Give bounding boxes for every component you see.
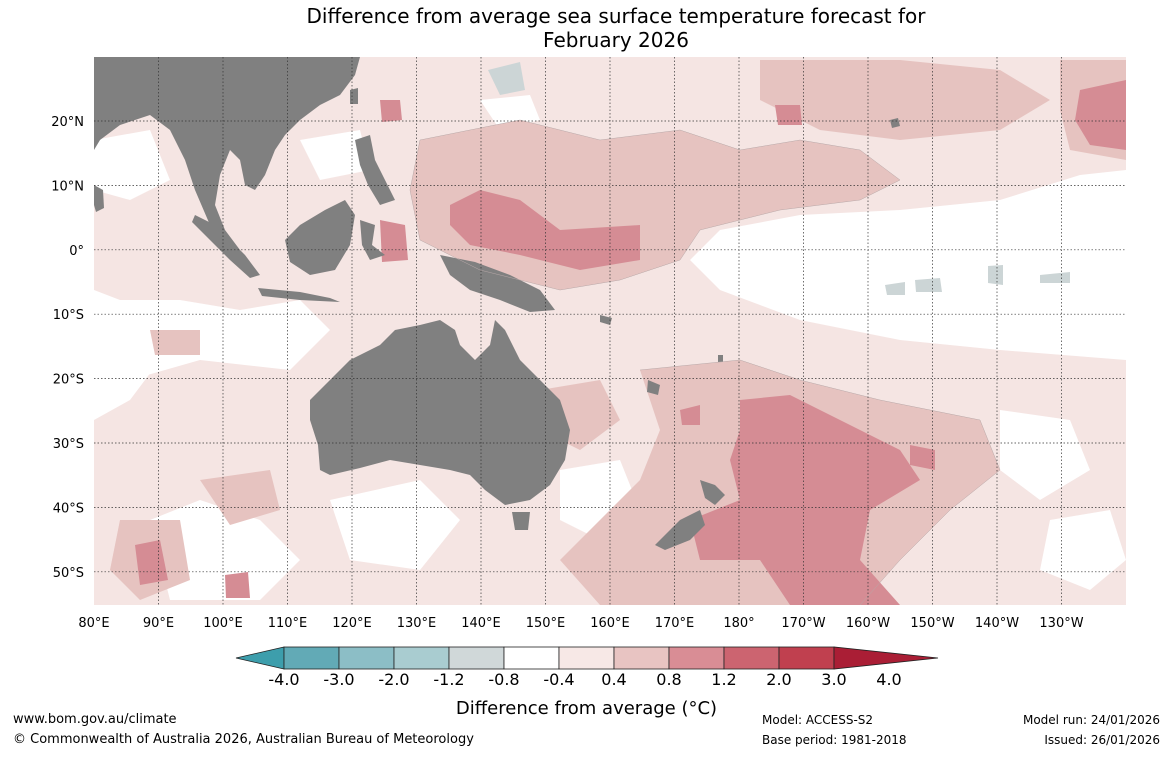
anomaly-band-negative bbox=[488, 62, 1070, 295]
lon-label: 160°W bbox=[846, 616, 890, 631]
colorbar-swatch bbox=[558, 646, 615, 670]
lat-label: 30°S bbox=[53, 437, 84, 452]
lon-label: 180° bbox=[723, 616, 754, 631]
colorbar bbox=[235, 646, 939, 670]
title-line-1: Difference from average sea surface temp… bbox=[306, 4, 926, 28]
colorbar-tick-label: -1.2 bbox=[433, 670, 465, 689]
lon-label: 120°E bbox=[332, 616, 372, 631]
gridlines bbox=[94, 57, 1126, 605]
colorbar-swatch bbox=[283, 646, 340, 670]
lat-label: 0° bbox=[69, 244, 84, 259]
lon-label: 130°W bbox=[1039, 616, 1083, 631]
colorbar-swatch bbox=[613, 646, 670, 670]
longitude-labels: 80°E 90°E 100°E 110°E 120°E 130°E 140°E 150°E 16… bbox=[78, 616, 1083, 631]
lon-label: 80°E bbox=[78, 616, 109, 631]
lon-label: 160°E bbox=[590, 616, 630, 631]
lon-label: 110°E bbox=[268, 616, 308, 631]
colorbar-swatch bbox=[448, 646, 505, 670]
colorbar-tick-label: 3.0 bbox=[821, 670, 847, 689]
colorbar-tick-label: -2.0 bbox=[378, 670, 410, 689]
lat-label: 20°N bbox=[51, 115, 84, 130]
colorbar-swatch bbox=[778, 646, 835, 670]
lon-label: 140°W bbox=[975, 616, 1019, 631]
colorbar-tick-label: 0.8 bbox=[656, 670, 682, 689]
colorbar-extend-high bbox=[833, 646, 939, 670]
colorbar-title: Difference from average (°C) bbox=[455, 698, 718, 719]
colorbar-tick-label: -3.0 bbox=[323, 670, 355, 689]
colorbar-swatch bbox=[393, 646, 450, 670]
lon-label: 170°E bbox=[655, 616, 695, 631]
issued-label: Issued: 26/01/2026 bbox=[1044, 733, 1160, 747]
lat-label: 10°N bbox=[51, 179, 84, 194]
land-masses bbox=[94, 57, 900, 550]
colorbar-swatch bbox=[723, 646, 780, 670]
lat-label: 10°S bbox=[53, 308, 84, 323]
contour-lines bbox=[409, 119, 1001, 605]
colorbar-extend-low bbox=[235, 646, 285, 670]
lat-label: 40°S bbox=[53, 501, 84, 516]
latitude-labels: 20°N 10°N 0° 10°S 20°S 30°S 40°S 50°S bbox=[51, 115, 84, 581]
lon-label: 170°W bbox=[781, 616, 825, 631]
lon-label: 100°E bbox=[203, 616, 243, 631]
lon-label: 90°E bbox=[143, 616, 174, 631]
lon-label: 150°W bbox=[910, 616, 954, 631]
copyright-text: © Commonwealth of Australia 2026, Austra… bbox=[13, 732, 474, 747]
colorbar-swatch bbox=[668, 646, 725, 670]
colorbar-tick-label: 4.0 bbox=[876, 670, 902, 689]
lon-label: 150°E bbox=[526, 616, 566, 631]
colorbar-tick-label: -0.8 bbox=[488, 670, 520, 689]
lon-label: 130°E bbox=[397, 616, 437, 631]
lon-label: 140°E bbox=[461, 616, 501, 631]
near-average-areas bbox=[94, 95, 1126, 600]
lat-label: 50°S bbox=[53, 566, 84, 581]
colorbar-tick-label: 2.0 bbox=[766, 670, 792, 689]
colorbar-tick-label: 1.2 bbox=[711, 670, 737, 689]
chart-title: Difference from average sea surface temp… bbox=[0, 4, 1173, 52]
colorbar-tick-label: -0.4 bbox=[543, 670, 575, 689]
colorbar-tick-label: 0.4 bbox=[601, 670, 627, 689]
website-link[interactable]: www.bom.gov.au/climate bbox=[13, 712, 177, 727]
lat-label: 20°S bbox=[53, 373, 84, 388]
title-line-2: February 2026 bbox=[543, 28, 689, 52]
model-run-label: Model run: 24/01/2026 bbox=[1022, 713, 1160, 727]
colorbar-tick-label: -4.0 bbox=[268, 670, 300, 689]
model-label: Model: ACCESS-S2 bbox=[762, 713, 874, 727]
base-period-label: Base period: 1981-2018 bbox=[762, 733, 907, 747]
colorbar-swatch bbox=[338, 646, 395, 670]
colorbar-swatch bbox=[503, 646, 560, 670]
